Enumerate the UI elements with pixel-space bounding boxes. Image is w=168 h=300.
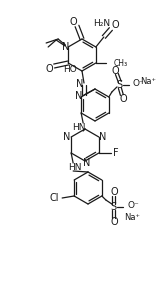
Text: Cl: Cl: [49, 193, 59, 203]
Text: Na⁺: Na⁺: [140, 76, 156, 85]
Text: O: O: [119, 94, 127, 104]
Text: S: S: [111, 202, 117, 212]
Text: O: O: [111, 20, 119, 30]
Text: Na⁺: Na⁺: [124, 212, 140, 221]
Text: CH₃: CH₃: [114, 58, 128, 68]
Text: HO: HO: [63, 64, 77, 74]
Text: N: N: [99, 132, 107, 142]
Text: HN: HN: [72, 124, 86, 133]
Text: S: S: [117, 80, 123, 90]
Text: N: N: [62, 42, 70, 52]
Text: O⁻: O⁻: [133, 80, 145, 88]
Text: N: N: [83, 158, 91, 168]
Text: O: O: [110, 187, 118, 197]
Text: HN: HN: [68, 164, 82, 172]
Text: O: O: [45, 64, 53, 74]
Text: N: N: [64, 132, 71, 142]
Text: H₂N: H₂N: [93, 19, 110, 28]
Text: F: F: [113, 148, 119, 158]
Text: O: O: [110, 217, 118, 227]
Text: O: O: [69, 17, 77, 27]
Text: O⁻: O⁻: [128, 202, 140, 211]
Text: N: N: [76, 79, 84, 89]
Text: O: O: [111, 66, 119, 76]
Text: N: N: [75, 91, 83, 101]
